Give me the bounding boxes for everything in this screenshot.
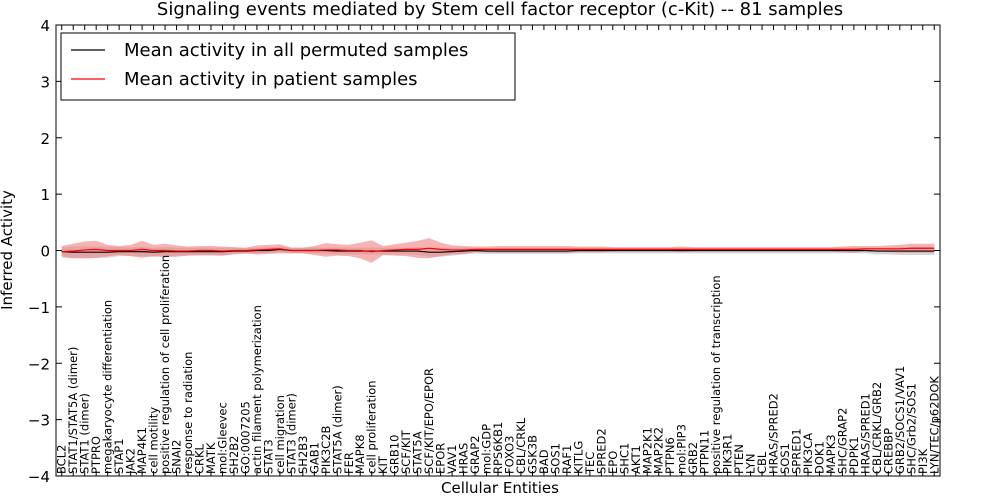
- x-tick-label: PTPN6: [663, 437, 677, 474]
- x-tick-label: KIT: [376, 455, 390, 474]
- x-tick-label: megakaryocyte differentiation: [101, 300, 115, 474]
- x-tick-label: cell migration: [273, 395, 287, 474]
- x-tick-label: GRAP2: [468, 435, 482, 474]
- x-tick-label: PTPN11: [698, 430, 712, 474]
- x-tick-label: STAP1: [112, 438, 126, 474]
- x-tick-label: GAB1: [307, 442, 321, 474]
- x-tick-label: SCF/KIT/EPO/EPOR: [422, 368, 436, 474]
- x-tick-label: BCL2: [55, 445, 69, 474]
- x-tick-label: FER: [342, 452, 356, 474]
- x-tick-label: STAT5A (dimer): [330, 385, 344, 474]
- x-tick-label: cell proliferation: [365, 380, 379, 474]
- x-tick-label: PDPK1: [847, 436, 861, 474]
- x-tick-label: GRB2: [686, 442, 700, 474]
- x-tick-label: SH2B2: [227, 436, 241, 474]
- legend-label-patient: Mean activity in patient samples: [124, 69, 418, 90]
- x-tick-label: mol:GDP: [480, 424, 494, 474]
- y-tick-label: 3: [40, 73, 50, 91]
- x-tick-label: FOXO3: [502, 436, 516, 474]
- x-tick-label: actin filament polymerization: [250, 305, 264, 474]
- x-tick-label: mol:Gleevec: [215, 402, 229, 474]
- x-tick-label: PTPRO: [89, 436, 103, 474]
- x-tick-label: GRB10: [388, 435, 402, 474]
- x-tick-label: STAT1 (dimer): [78, 393, 92, 474]
- x-tick-label: CBL/CRKL: [514, 417, 528, 474]
- x-tick-label: AKT1: [629, 445, 643, 474]
- x-tick-label: cell motility: [147, 407, 161, 474]
- y-tick-label: 2: [40, 130, 50, 148]
- x-tick-label: RPS6KB1: [491, 422, 505, 474]
- x-tick-label: EPO: [606, 451, 620, 474]
- y-tick-label: 0: [40, 243, 50, 261]
- x-tick-label: GSK3B: [525, 435, 539, 474]
- series-0-line: [61, 248, 935, 253]
- x-tick-label: PIK3CA: [801, 433, 815, 474]
- x-tick-label: RAF1: [560, 445, 574, 474]
- x-tick-label: positive regulation of cell proliferatio…: [158, 255, 172, 474]
- x-tick-label: SPRED2: [594, 428, 608, 474]
- x-tick-label: MAPK8: [353, 434, 367, 474]
- chart-title: Signaling events mediated by Stem cell f…: [157, 0, 843, 20]
- x-tick-label: response to radiation: [181, 352, 195, 474]
- x-tick-label: HRAS: [457, 443, 471, 474]
- y-tick-label: −1: [28, 299, 50, 317]
- x-tick-label: MAP4K1: [135, 427, 149, 474]
- x-tick-label: mol:PIP3: [675, 424, 689, 474]
- x-tick-label: STAT5A: [411, 431, 425, 474]
- x-tick-label: SNAI2: [170, 440, 184, 474]
- series-lines: [61, 247, 935, 253]
- y-axis-label: Inferred Activity: [0, 190, 16, 310]
- x-tick-label: PI3K: [916, 448, 930, 474]
- legend-box: [60, 32, 516, 101]
- x-tick-label: PIK3R1: [721, 434, 735, 475]
- x-axis-label: Cellular Entities: [441, 479, 559, 497]
- x-tick-label: SOS1: [778, 443, 792, 474]
- x-tick-label: LYN/TEC/p62DOK: [927, 376, 941, 474]
- y-axis: −4 −3 −2 −1 0 1 2 3 4: [28, 17, 940, 486]
- x-tick-label: SHC/Grb2/SOS1: [904, 383, 918, 474]
- y-tick-label: 4: [40, 17, 50, 35]
- x-tick-label: MATK: [204, 442, 218, 474]
- x-tick-label: LYN: [744, 453, 758, 474]
- x-tick-label: STAT3: [261, 439, 275, 474]
- x-tick-label: positive regulation of transcription: [709, 275, 723, 474]
- x-tick-label: PIK3C2B: [319, 425, 333, 474]
- legend: Mean activity in all permuted samples Me…: [60, 32, 516, 101]
- x-tick-label: MAPK3: [824, 434, 838, 474]
- x-tick-label: KITLG: [571, 441, 585, 474]
- y-tick-label: −3: [28, 412, 50, 430]
- x-tick-label: CBL: [755, 451, 769, 474]
- x-tick-label: STAT3 (dimer): [284, 393, 298, 474]
- x-tick-label: CRKL: [193, 443, 207, 474]
- x-tick-label: CREBBP: [881, 428, 895, 474]
- x-tick-label: SH2B3: [296, 436, 310, 474]
- x-tick-label: SOS1: [548, 443, 562, 474]
- x-tick-label: SHC/GRAP2: [835, 408, 849, 474]
- series-1-line: [61, 247, 935, 253]
- x-tick-label: TEC: [583, 452, 597, 475]
- y-tick-label: −2: [28, 355, 50, 373]
- x-tick-label: CBL/CRKL/GRB2: [870, 382, 884, 474]
- x-tick-label: PTEN: [732, 444, 746, 474]
- x-tick-label: SCF/KIT: [399, 429, 413, 474]
- x-tick-label: BAD: [537, 449, 551, 474]
- x-tick-label: SHC1: [617, 443, 631, 474]
- x-tick-label: JAK2: [124, 448, 138, 475]
- x-tick-label: SPRED1: [789, 428, 803, 474]
- x-tick-label: EPOR: [434, 443, 448, 474]
- x-tick-label: HRAS/SPRED1: [858, 393, 872, 474]
- x-tick-label: MAP2K1: [640, 427, 654, 474]
- y-tick-label: 1: [40, 186, 50, 204]
- x-tick-label: DOK1: [812, 441, 826, 474]
- x-tick-label: GRB2/SOCS1/VAV1: [893, 366, 907, 474]
- x-tick-label: VAV1: [445, 445, 459, 474]
- x-tick-label: GO:0007205: [238, 401, 252, 474]
- x-tick-label: STAT1/STAT5A (dimer): [66, 347, 80, 474]
- x-tick-label: HRAS/SPRED2: [767, 393, 781, 474]
- x-tick-label: MAP2K2: [652, 427, 666, 474]
- y-tick-label: −4: [28, 468, 50, 486]
- legend-label-permuted: Mean activity in all permuted samples: [124, 40, 468, 61]
